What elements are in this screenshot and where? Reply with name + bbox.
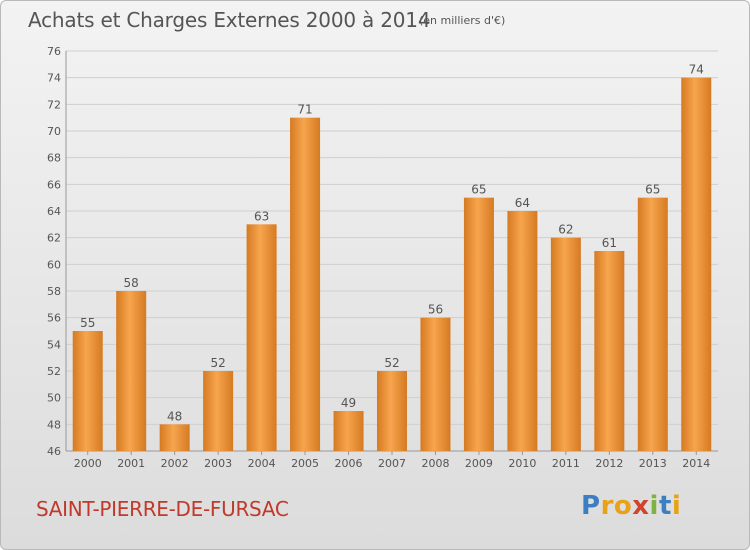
x-tick-label: 2009	[465, 457, 493, 470]
bar	[377, 371, 407, 451]
y-tick-label: 70	[47, 125, 61, 138]
data-label: 61	[602, 236, 617, 250]
y-tick-label: 54	[47, 338, 61, 351]
bar	[116, 291, 147, 451]
bar	[290, 117, 321, 452]
x-tick-label: 2012	[595, 457, 623, 470]
chart-subtitle: (en milliers d'€)	[419, 14, 506, 27]
bar	[594, 251, 625, 451]
data-label: 48	[167, 409, 182, 423]
x-tick-label: 2007	[378, 457, 406, 470]
bars: 55 58 48 52 63 71 49 52 56 65 64 62 61 65 74	[72, 63, 712, 452]
logo-letter: i	[649, 491, 659, 521]
x-tick-label: 2006	[335, 457, 363, 470]
data-label: 49	[341, 396, 356, 410]
y-tick-label: 64	[47, 205, 61, 218]
x-tick-label: 2005	[291, 457, 319, 470]
data-label: 63	[254, 209, 269, 223]
y-tick-label: 46	[47, 445, 61, 458]
y-tick-label: 52	[47, 365, 61, 378]
proxiti-logo: Proxiti	[581, 491, 681, 521]
bar	[203, 371, 234, 451]
data-label: 58	[124, 276, 139, 290]
y-tick-label: 76	[47, 45, 61, 58]
logo-letter: r	[600, 491, 614, 521]
data-label: 56	[428, 303, 443, 317]
logo-letter: x	[632, 491, 650, 521]
bar	[681, 77, 712, 452]
data-label: 52	[384, 356, 399, 370]
x-tick-label: 2003	[204, 457, 232, 470]
bar	[159, 424, 190, 451]
x-tick-label: 2011	[552, 457, 580, 470]
chart-title: Achats et Charges Externes 2000 à 2014	[28, 8, 431, 32]
x-tick-label: 2001	[117, 457, 145, 470]
data-label: 65	[471, 183, 486, 197]
y-tick-label: 48	[47, 418, 61, 431]
y-tick-label: 68	[47, 152, 61, 165]
y-tick-label: 58	[47, 285, 61, 298]
data-label: 64	[515, 196, 530, 210]
bar	[507, 211, 538, 451]
y-tick-label: 60	[47, 258, 61, 271]
bar	[637, 197, 668, 451]
bar	[246, 224, 277, 451]
bar	[550, 237, 581, 451]
x-tick-label: 2008	[421, 457, 449, 470]
y-tick-label: 50	[47, 392, 61, 405]
data-label: 74	[689, 63, 704, 77]
data-label: 55	[80, 316, 95, 330]
commune-name: SAINT-PIERRE-DE-FURSAC	[36, 497, 289, 521]
logo-letter: i	[671, 491, 682, 521]
y-tick-label: 62	[47, 232, 61, 245]
logo-letter: t	[658, 491, 672, 521]
x-tick-label: 2013	[639, 457, 667, 470]
x-tick-label: 2010	[508, 457, 536, 470]
x-tick-label: 2000	[74, 457, 102, 470]
x-tick-label: 2014	[682, 457, 710, 470]
bar	[420, 317, 451, 451]
y-axis: 46 48 50 52 54 56 58 60 62 64 66 68 70 72 74 76	[47, 45, 718, 458]
logo-letter: o	[613, 491, 633, 521]
bar	[72, 331, 103, 451]
logo-letter: P	[581, 491, 601, 521]
y-tick-label: 74	[47, 72, 61, 85]
y-tick-label: 72	[47, 98, 61, 111]
bar	[463, 197, 494, 451]
data-label: 62	[558, 223, 573, 237]
x-tick-label: 2002	[161, 457, 189, 470]
y-tick-label: 56	[47, 312, 61, 325]
data-label: 52	[210, 356, 225, 370]
y-tick-label: 66	[47, 178, 61, 191]
data-label: 65	[645, 183, 660, 197]
bar	[333, 411, 364, 451]
x-tick-label: 2004	[248, 457, 276, 470]
data-label: 71	[297, 103, 312, 117]
x-axis: 2000 2001 2002 2003 2004 2005 2006 2007 2008 2009…	[74, 451, 710, 470]
